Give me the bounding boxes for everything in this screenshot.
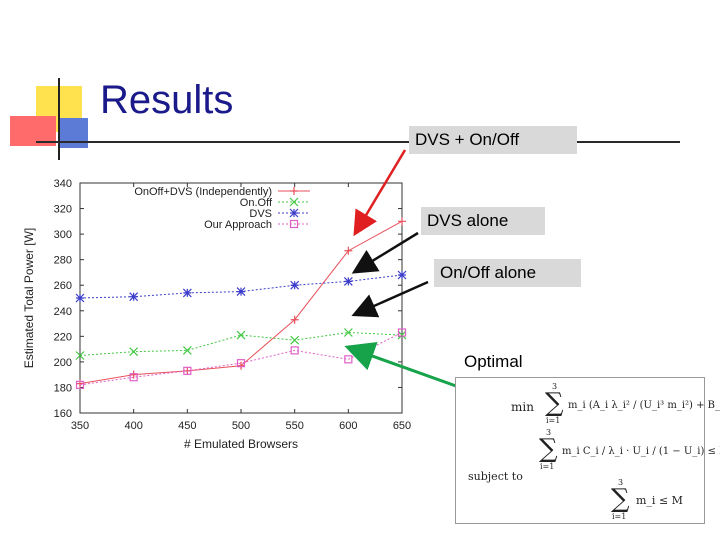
title-rule — [36, 141, 680, 143]
callout-onoff-alone: On/Off alone — [434, 259, 581, 287]
legend-marker — [289, 197, 299, 207]
callout-optimal: Optimal — [458, 348, 570, 376]
sum1-lower: i=1 — [546, 416, 561, 425]
accent-vertical-line — [58, 78, 60, 160]
y-tick-label: 280 — [54, 255, 72, 267]
data-point — [75, 351, 85, 360]
data-point — [290, 335, 300, 345]
data-point — [344, 246, 353, 255]
data-point — [75, 293, 85, 303]
legend-label: Our Approach — [204, 219, 272, 231]
arrow-optimal — [344, 341, 457, 388]
series-1 — [75, 328, 407, 360]
legend-label: On.Off — [240, 197, 273, 209]
formula-min-label: min — [511, 400, 534, 414]
constraint1-term: m_i C_i / λ_i · U_i / (1 − U_i) ≤ K, — [562, 446, 720, 457]
legend-label: OnOff+DVS (Independently) — [134, 186, 272, 198]
y-tick-label: 300 — [54, 229, 72, 241]
data-point — [75, 380, 85, 389]
legend-label: DVS — [249, 208, 272, 220]
data-point — [129, 370, 138, 379]
data-point — [129, 292, 139, 302]
data-point — [129, 373, 138, 382]
x-tick-label: 550 — [285, 420, 303, 432]
data-point — [290, 315, 299, 324]
x-tick-label: 500 — [232, 420, 250, 432]
objective-term: m_i (A_i λ_i² / (U_i³ m_i²) + B_i) — [568, 400, 720, 411]
x-tick-label: 600 — [339, 420, 357, 432]
y-tick-label: 320 — [54, 204, 72, 216]
sum3-lower: i=1 — [612, 512, 627, 521]
y-tick-label: 220 — [54, 331, 72, 343]
sum1-symbol: ∑ — [545, 388, 564, 418]
y-tick-label: 180 — [54, 382, 72, 394]
optimization-formula: min 3 ∑ i=1 m_i (A_i λ_i² / (U_i³ m_i²) … — [455, 377, 720, 524]
data-point — [397, 270, 407, 280]
x-tick-label: 450 — [178, 420, 196, 432]
data-point — [236, 359, 246, 368]
data-point — [237, 361, 245, 370]
series-line — [79, 332, 403, 386]
legend-marker — [290, 187, 298, 195]
data-point — [343, 276, 353, 286]
x-axis-label: # Emulated Browsers — [184, 437, 298, 451]
sum1-upper: 3 — [552, 382, 558, 391]
constraint2-term: m_i ≤ M — [636, 494, 683, 507]
y-tick-label: 340 — [54, 178, 72, 190]
series-3 — [75, 328, 407, 389]
y-tick-label: 240 — [54, 306, 72, 318]
legend-marker — [289, 219, 299, 229]
data-point — [397, 328, 407, 337]
sum3-upper: 3 — [618, 478, 624, 487]
plot-frame — [79, 182, 403, 414]
formula-subject-to: subject to — [468, 470, 523, 483]
x-tick-label: 650 — [393, 420, 411, 432]
series-line — [79, 331, 403, 356]
y-tick-label: 160 — [54, 408, 72, 420]
x-tick-label: 350 — [71, 420, 89, 432]
sum2-lower: i=1 — [540, 462, 555, 471]
data-point — [236, 330, 246, 340]
x-tick-label: 400 — [124, 420, 142, 432]
accent-blue-block — [58, 118, 88, 148]
series-2 — [75, 270, 407, 303]
data-point — [290, 280, 300, 290]
callout-dvs-onoff: DVS + On/Off — [409, 126, 577, 154]
y-tick-label: 260 — [54, 280, 72, 292]
data-point — [343, 328, 353, 337]
data-point — [397, 330, 407, 340]
arrow-dvs — [351, 231, 419, 274]
data-point — [236, 287, 246, 297]
sum2-symbol: ∑ — [539, 434, 558, 464]
callout-dvs-alone: DVS alone — [421, 207, 545, 235]
data-point — [182, 345, 192, 355]
data-point — [398, 217, 406, 226]
sum3-symbol: ∑ — [611, 484, 630, 514]
data-point — [183, 366, 192, 375]
data-point — [290, 346, 299, 355]
y-axis-label: Estimated Total Power [W] — [22, 228, 36, 369]
y-tick-label: 200 — [54, 357, 72, 369]
sum2-upper: 3 — [546, 428, 552, 437]
arrow-dvs-onoff — [353, 149, 407, 237]
data-point — [129, 347, 139, 357]
series-0 — [76, 217, 406, 388]
slide-title: Results — [100, 78, 234, 122]
data-point — [182, 288, 192, 298]
arrow-onoff — [351, 280, 429, 318]
legend-marker — [289, 208, 299, 218]
